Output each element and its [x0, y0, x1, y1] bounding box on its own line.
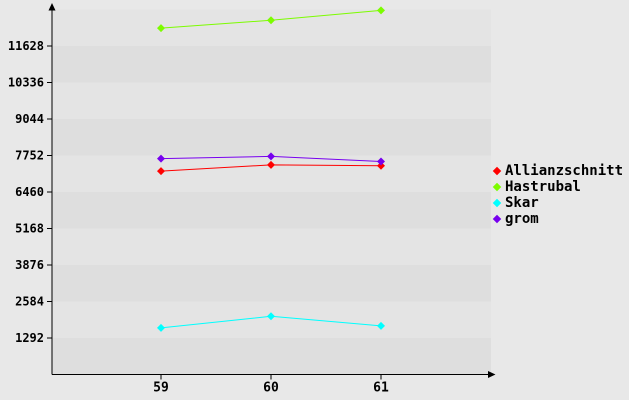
y-axis-arrow-icon — [48, 3, 56, 11]
y-tick-label: 10336 — [8, 76, 44, 90]
legend-item-hastrubal: Hastrubal — [492, 179, 623, 195]
data-point-marker — [267, 312, 275, 321]
legend-label: grom — [505, 211, 539, 227]
data-point-marker — [157, 154, 165, 163]
data-point-marker — [377, 6, 385, 15]
data-point-marker — [157, 323, 165, 332]
y-axis-ticks: 1292 2584 3876 5168 6460 7752 9044 10336 11628 — [8, 39, 52, 345]
data-point-marker — [377, 157, 385, 166]
x-tick-label: 60 — [263, 381, 279, 396]
plot-bands — [52, 9, 491, 375]
series-grom — [157, 152, 385, 166]
series-skar — [157, 312, 385, 332]
grid-band — [52, 265, 491, 302]
data-point-marker — [267, 16, 275, 25]
grid-band — [52, 338, 491, 375]
legend-item-skar: Skar — [492, 195, 623, 211]
grid-band — [52, 119, 491, 156]
series-allianzschnitt — [157, 160, 385, 176]
legend-diamond-icon — [492, 198, 502, 208]
legend-item-grom: grom — [492, 211, 623, 227]
data-point-marker — [377, 161, 385, 170]
y-tick-label: 1292 — [15, 331, 44, 345]
x-tick-label: 59 — [153, 381, 169, 396]
chart-legend: Allianzschnitt Hastrubal Skar grom — [492, 163, 624, 227]
y-tick-label: 2584 — [15, 295, 44, 309]
y-tick-label: 11628 — [8, 39, 44, 53]
legend-diamond-icon — [492, 214, 502, 224]
legend-item-allianzschnitt: Allianzschnitt — [492, 163, 624, 179]
y-tick-label: 9044 — [15, 112, 44, 126]
y-tick-label: 3876 — [15, 258, 44, 272]
legend-diamond-icon — [492, 182, 502, 192]
grid-band — [52, 228, 491, 265]
data-point-marker — [377, 321, 385, 330]
y-tick-label: 6460 — [15, 185, 44, 199]
x-axis-arrow-icon — [488, 371, 496, 378]
legend-label: Allianzschnitt — [505, 163, 624, 179]
data-point-marker — [267, 152, 275, 161]
y-tick-label: 7752 — [15, 149, 44, 163]
x-tick-label: 61 — [373, 381, 389, 396]
grid-band — [52, 9, 491, 46]
grid-band — [52, 46, 491, 83]
legend-diamond-icon — [492, 166, 502, 176]
data-point-marker — [157, 167, 165, 176]
data-point-marker — [157, 24, 165, 33]
x-axis-ticks: 59 60 61 — [153, 374, 389, 396]
grid-band — [52, 155, 491, 192]
grid-band — [52, 82, 491, 119]
grid-band — [52, 192, 491, 229]
series-hastrubal — [157, 6, 385, 33]
legend-label: Skar — [505, 195, 539, 211]
legend-label: Hastrubal — [505, 179, 581, 195]
data-point-marker — [267, 160, 275, 169]
y-tick-label: 5168 — [15, 222, 44, 236]
